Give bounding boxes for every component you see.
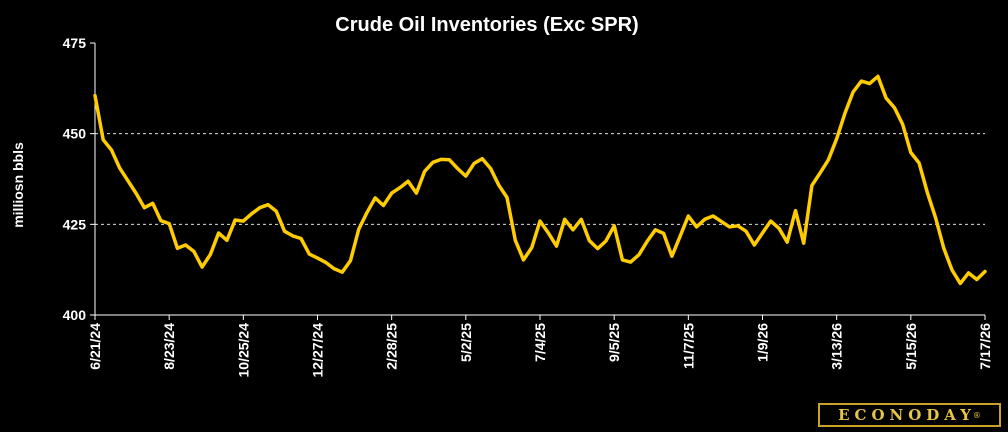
x-tick-label-9: 1/9/26 bbox=[755, 323, 771, 362]
x-tick-label-5: 5/2/25 bbox=[458, 323, 474, 362]
x-tick-label-11: 5/15/26 bbox=[903, 323, 919, 370]
y-tick-label-0: 400 bbox=[63, 307, 87, 323]
y-axis-label: milliosn bbls bbox=[10, 142, 26, 228]
x-tick-label-2: 10/25/24 bbox=[235, 323, 251, 378]
brand-name: ECONODAY bbox=[838, 406, 976, 424]
x-tick-label-7: 9/5/25 bbox=[606, 323, 622, 362]
econoday-logo: ECONODAY ® bbox=[818, 403, 1001, 427]
x-tick-label-12: 7/17/26 bbox=[977, 323, 993, 370]
y-tick-label-1: 425 bbox=[63, 216, 87, 232]
x-tick-label-4: 2/28/25 bbox=[384, 323, 400, 370]
x-ticks: 6/21/24 8/23/24 10/25/24 12/27/24 2/28/25 5/2… bbox=[87, 315, 993, 378]
brand-registered-mark: ® bbox=[972, 410, 981, 420]
x-tick-label-6: 7/4/25 bbox=[532, 323, 548, 362]
y-tick-label-2: 450 bbox=[63, 126, 87, 142]
x-tick-label-3: 12/27/24 bbox=[310, 323, 326, 378]
chart-title: Crude Oil Inventories (Exc SPR) bbox=[335, 14, 638, 36]
x-tick-label-1: 8/23/24 bbox=[161, 323, 177, 370]
series-line-0 bbox=[93, 74, 987, 286]
x-tick-label-0: 6/21/24 bbox=[87, 323, 103, 370]
series-group bbox=[93, 74, 987, 286]
y-ticks: 400 425 450 475 bbox=[63, 35, 95, 323]
x-tick-label-10: 3/13/26 bbox=[829, 323, 845, 370]
x-tick-label-8: 11/7/25 bbox=[680, 323, 696, 369]
y-tick-label-3: 475 bbox=[63, 35, 87, 51]
